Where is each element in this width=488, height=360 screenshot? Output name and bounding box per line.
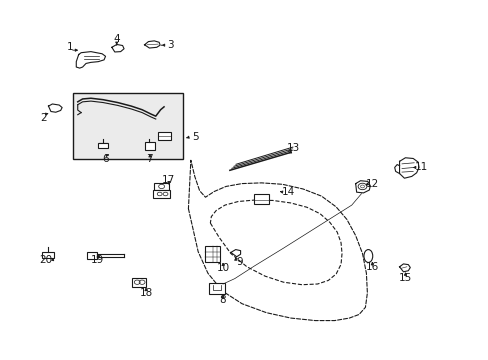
Bar: [158, 132, 171, 140]
Text: 2: 2: [40, 113, 47, 123]
Bar: [205, 246, 220, 262]
Text: 7: 7: [146, 154, 153, 164]
Text: 17: 17: [162, 175, 175, 185]
Text: 20: 20: [39, 255, 52, 265]
Text: 8: 8: [219, 295, 226, 305]
Text: 5: 5: [192, 132, 199, 142]
Bar: [87, 252, 97, 259]
Bar: [144, 142, 155, 149]
Bar: [42, 252, 54, 258]
Text: 11: 11: [413, 162, 427, 172]
Text: 9: 9: [236, 257, 243, 267]
Ellipse shape: [363, 249, 372, 262]
Text: 10: 10: [216, 263, 229, 273]
Bar: [253, 194, 269, 204]
Bar: [132, 278, 146, 287]
Text: 12: 12: [365, 179, 378, 189]
Text: 18: 18: [139, 288, 152, 298]
Bar: [153, 190, 170, 198]
Text: 15: 15: [398, 273, 411, 283]
Text: 3: 3: [167, 40, 173, 50]
Text: 19: 19: [90, 255, 103, 265]
Bar: [154, 183, 168, 190]
Text: 16: 16: [365, 262, 378, 272]
Text: 6: 6: [102, 154, 109, 164]
Bar: [98, 143, 108, 148]
Bar: [209, 283, 224, 294]
Text: 13: 13: [286, 143, 299, 153]
Text: 14: 14: [281, 187, 294, 197]
Bar: [73, 93, 182, 159]
Text: 1: 1: [66, 42, 73, 52]
Text: 4: 4: [113, 35, 120, 44]
